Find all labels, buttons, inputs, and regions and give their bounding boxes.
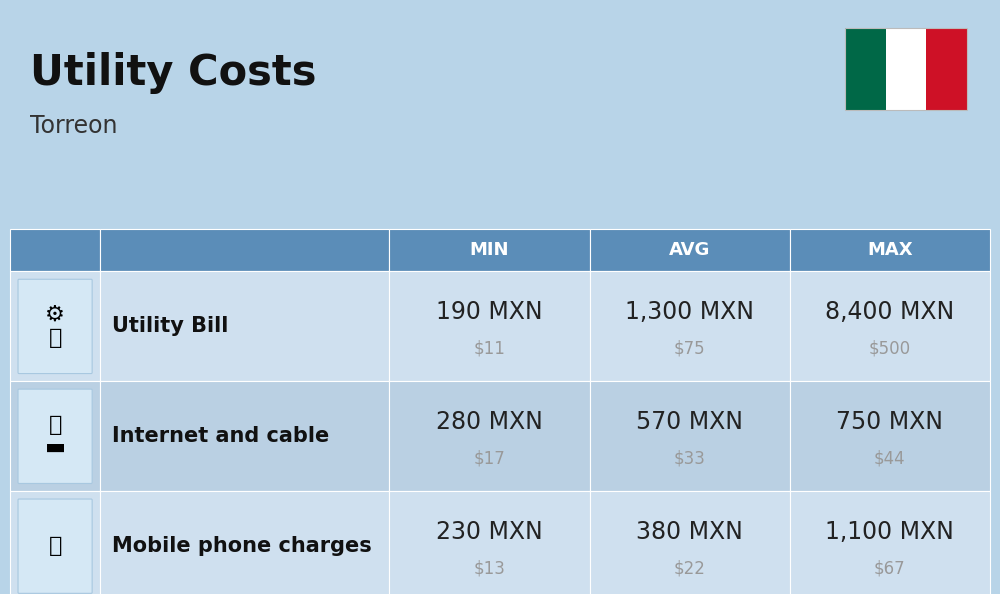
Text: $33: $33	[674, 449, 706, 467]
Text: MIN: MIN	[470, 241, 509, 259]
Bar	[10, 381, 100, 491]
Bar	[10, 271, 100, 381]
Text: $67: $67	[874, 559, 906, 577]
Bar	[886, 28, 926, 110]
Bar	[790, 381, 990, 491]
Bar	[790, 229, 990, 271]
Text: Mobile phone charges: Mobile phone charges	[112, 536, 372, 556]
Text: Utility Bill: Utility Bill	[112, 317, 229, 336]
Text: 570 MXN: 570 MXN	[636, 410, 743, 434]
Text: $44: $44	[874, 449, 906, 467]
Bar	[790, 491, 990, 594]
Bar	[845, 28, 967, 110]
Bar	[845, 28, 886, 110]
Text: $500: $500	[869, 339, 911, 358]
FancyBboxPatch shape	[18, 499, 92, 593]
FancyBboxPatch shape	[18, 279, 92, 374]
FancyBboxPatch shape	[18, 389, 92, 484]
Text: ⚙
🔌: ⚙ 🔌	[45, 305, 65, 348]
Bar	[100, 229, 389, 271]
Text: MAX: MAX	[867, 241, 913, 259]
Bar	[100, 491, 389, 594]
Bar	[926, 28, 967, 110]
Bar	[590, 381, 790, 491]
Text: 190 MXN: 190 MXN	[436, 300, 543, 324]
Bar	[10, 491, 100, 594]
Bar	[389, 491, 590, 594]
Text: 280 MXN: 280 MXN	[436, 410, 543, 434]
Bar	[389, 229, 590, 271]
Text: 230 MXN: 230 MXN	[436, 520, 543, 544]
Text: 8,400 MXN: 8,400 MXN	[825, 300, 955, 324]
Text: Internet and cable: Internet and cable	[112, 426, 329, 446]
Bar	[590, 229, 790, 271]
Text: 750 MXN: 750 MXN	[836, 410, 943, 434]
Text: 1,300 MXN: 1,300 MXN	[625, 300, 754, 324]
Text: 📱: 📱	[48, 536, 62, 556]
Text: 📶
▬: 📶 ▬	[45, 415, 66, 458]
Text: 1,100 MXN: 1,100 MXN	[825, 520, 954, 544]
Text: 380 MXN: 380 MXN	[636, 520, 743, 544]
Bar	[389, 271, 590, 381]
Bar	[100, 271, 389, 381]
Bar	[100, 381, 389, 491]
Bar	[10, 229, 100, 271]
Text: $13: $13	[473, 559, 505, 577]
Bar	[590, 491, 790, 594]
Text: $75: $75	[674, 339, 705, 358]
Text: AVG: AVG	[669, 241, 710, 259]
Text: Utility Costs: Utility Costs	[30, 52, 316, 94]
Text: $22: $22	[674, 559, 706, 577]
Bar	[590, 271, 790, 381]
Bar	[790, 271, 990, 381]
Text: Torreon: Torreon	[30, 114, 118, 138]
Text: $11: $11	[473, 339, 505, 358]
Text: $17: $17	[474, 449, 505, 467]
Bar	[389, 381, 590, 491]
